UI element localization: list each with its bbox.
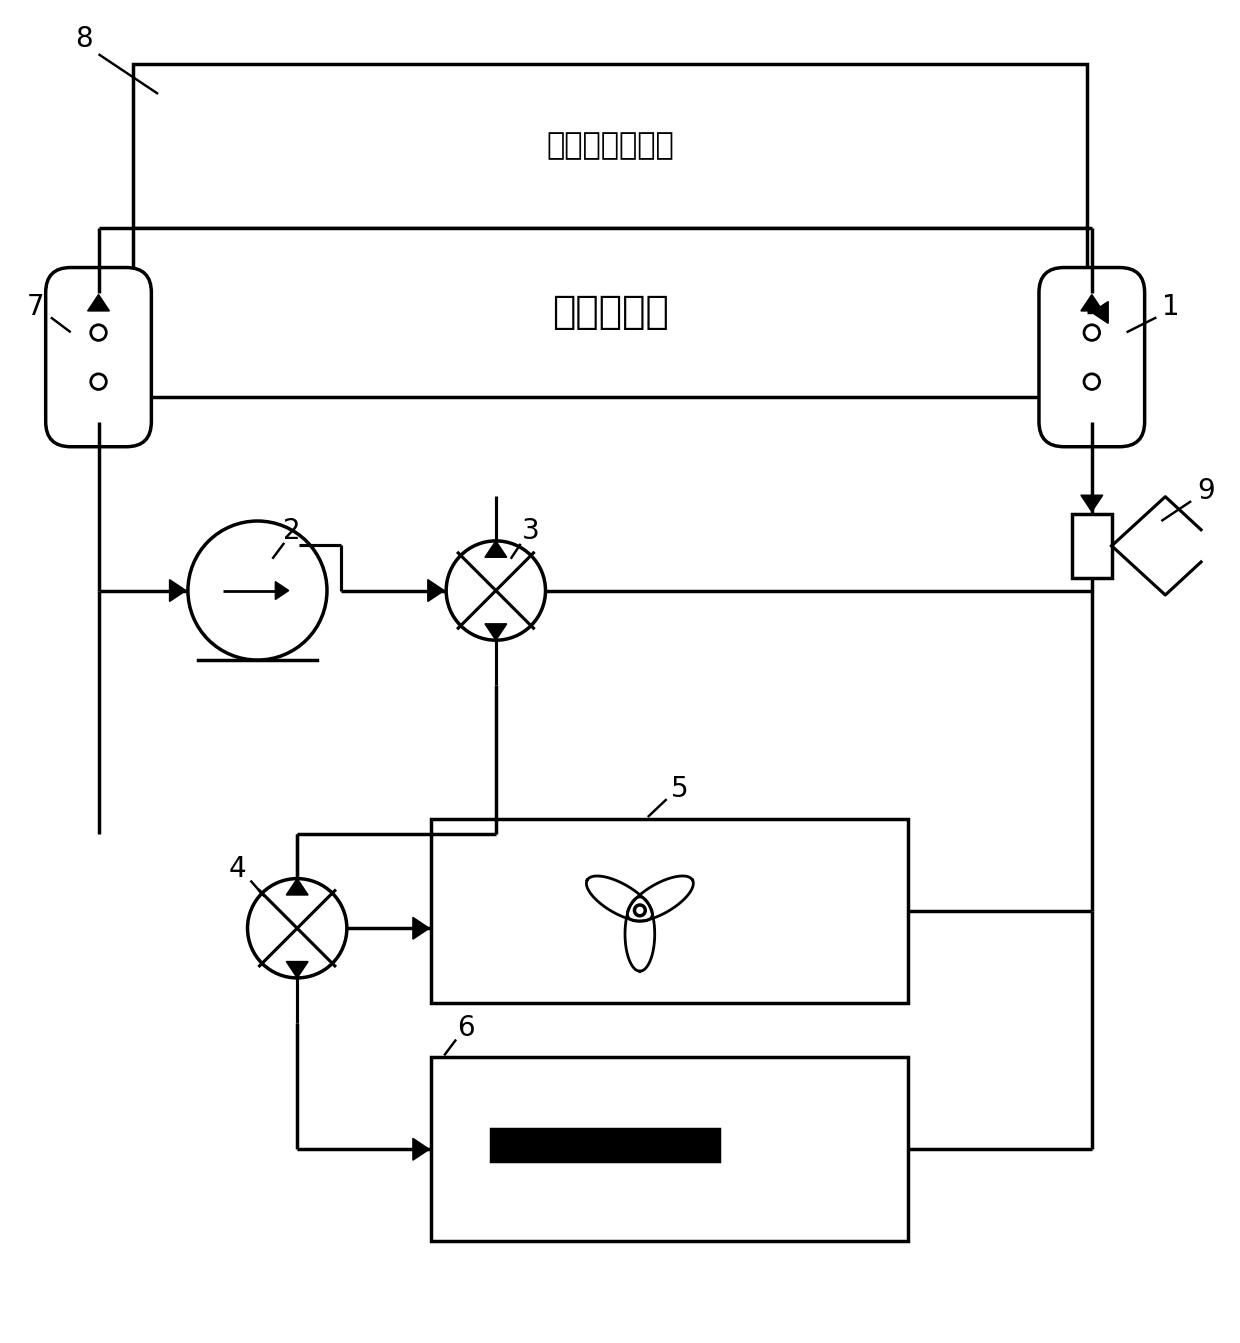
Text: 1: 1	[1162, 294, 1180, 321]
Circle shape	[91, 373, 107, 389]
Text: 4: 4	[228, 854, 247, 882]
FancyBboxPatch shape	[46, 267, 151, 447]
Polygon shape	[275, 582, 289, 599]
Bar	[491, 1129, 719, 1160]
Text: 8: 8	[74, 26, 93, 54]
Polygon shape	[413, 917, 429, 939]
Polygon shape	[286, 878, 308, 894]
Text: 7: 7	[27, 294, 45, 321]
Bar	[432, 819, 908, 1003]
Bar	[1071, 513, 1112, 577]
Polygon shape	[88, 294, 109, 312]
Circle shape	[188, 521, 327, 659]
Text: 燃料电池控制器: 燃料电池控制器	[546, 132, 675, 161]
Polygon shape	[485, 623, 507, 641]
Text: 燃料电池堆: 燃料电池堆	[552, 293, 668, 332]
Text: 6: 6	[458, 1014, 475, 1042]
Circle shape	[446, 541, 546, 641]
Polygon shape	[1081, 496, 1102, 512]
Text: 5: 5	[671, 775, 688, 803]
Polygon shape	[413, 1139, 429, 1160]
Bar	[432, 1057, 908, 1241]
Polygon shape	[1081, 294, 1102, 312]
Circle shape	[1084, 325, 1100, 340]
Polygon shape	[485, 541, 507, 557]
FancyBboxPatch shape	[1039, 267, 1145, 447]
Text: 3: 3	[522, 517, 539, 545]
Polygon shape	[286, 962, 308, 978]
Circle shape	[1084, 373, 1100, 389]
Bar	[133, 228, 1086, 398]
Polygon shape	[428, 580, 444, 602]
Polygon shape	[1091, 301, 1109, 324]
Circle shape	[248, 878, 347, 978]
Circle shape	[91, 325, 107, 340]
Text: 9: 9	[1197, 477, 1215, 505]
Text: 2: 2	[284, 517, 301, 545]
Circle shape	[635, 905, 645, 916]
Bar	[133, 64, 1086, 228]
Polygon shape	[170, 580, 186, 602]
